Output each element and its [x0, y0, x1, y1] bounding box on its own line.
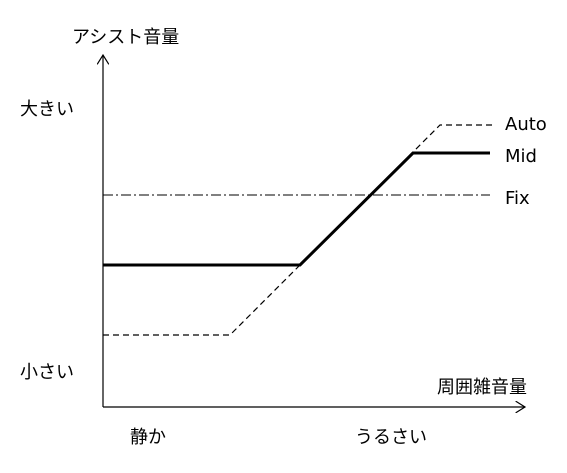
x-axis-title: 周囲雑音量: [437, 377, 527, 398]
line-label: Fix: [505, 188, 530, 209]
y-label: 小さい: [20, 362, 74, 383]
line-label: Mid: [505, 146, 537, 167]
x-label: 静か: [130, 427, 166, 448]
line-label: Auto: [505, 114, 547, 135]
mid-line: [103, 151, 490, 267]
auto-line: [103, 124, 495, 336]
y-axis-title: アシスト音量: [72, 27, 179, 48]
y-label: 大きい: [20, 99, 74, 120]
x-label: うるさい: [355, 427, 427, 448]
